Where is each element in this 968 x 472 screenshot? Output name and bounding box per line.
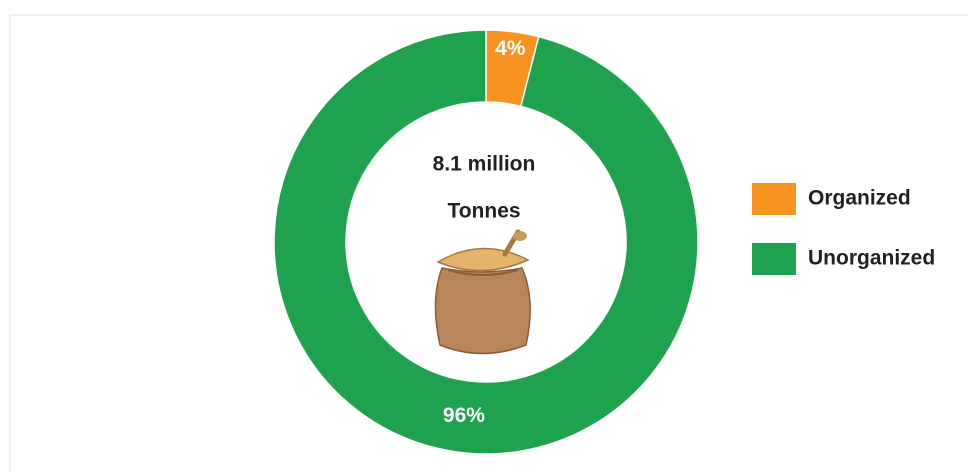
legend-swatch bbox=[752, 183, 796, 215]
sack-icon bbox=[434, 229, 531, 355]
scoop bbox=[513, 231, 527, 241]
slice bbox=[273, 29, 699, 455]
sack-body bbox=[434, 267, 531, 355]
value-label: 96% bbox=[443, 404, 485, 427]
legend-label: Organized bbox=[808, 187, 911, 210]
donut bbox=[273, 29, 699, 455]
center-text: 8.1 million bbox=[433, 153, 536, 176]
legend-label: Unorganized bbox=[808, 247, 935, 270]
legend-swatch bbox=[752, 243, 796, 275]
value-label: 4% bbox=[495, 37, 526, 60]
sack-rim bbox=[447, 269, 519, 276]
center-text: Tonnes bbox=[447, 200, 520, 223]
